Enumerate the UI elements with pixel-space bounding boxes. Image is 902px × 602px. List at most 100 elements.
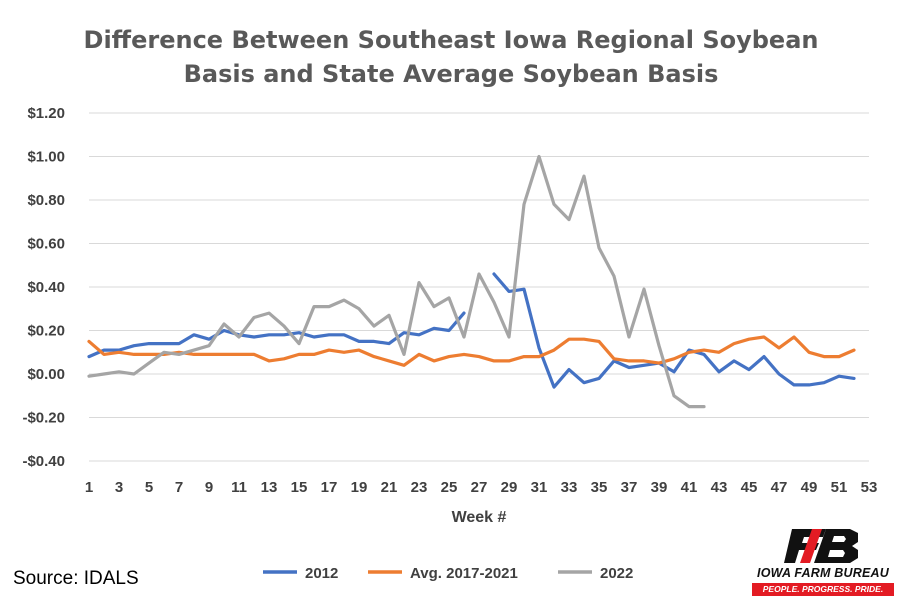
data-point [417, 281, 421, 285]
data-point [267, 333, 271, 337]
legend-item: 2022 [558, 565, 633, 582]
source-note: Source: IDALS [13, 568, 139, 589]
data-point [417, 333, 421, 337]
x-tick-label: 15 [291, 479, 308, 496]
data-point [747, 368, 751, 372]
y-tick-label: $0.20 [27, 323, 65, 340]
data-point [702, 348, 706, 352]
data-point [732, 359, 736, 363]
data-point [777, 372, 781, 376]
data-point [597, 376, 601, 380]
legend-label: 2012 [305, 565, 338, 582]
series-line [87, 335, 856, 367]
data-point [267, 311, 271, 315]
data-point [282, 324, 286, 328]
data-point [342, 298, 346, 302]
data-point [597, 339, 601, 343]
y-tick-label: $0.00 [27, 366, 65, 383]
data-point [432, 326, 436, 330]
data-point [162, 342, 166, 346]
data-point [177, 352, 181, 356]
data-point [312, 335, 316, 339]
data-point [462, 352, 466, 356]
data-point [327, 333, 331, 337]
x-tick-label: 11 [231, 479, 247, 496]
series-2 [87, 154, 706, 409]
data-point [597, 246, 601, 250]
data-point [837, 374, 841, 378]
data-point [132, 372, 136, 376]
data-point [582, 381, 586, 385]
data-point [282, 333, 286, 337]
data-point [117, 350, 121, 354]
data-point [147, 352, 151, 356]
data-point [342, 333, 346, 337]
data-point [522, 355, 526, 359]
x-tick-label: 7 [175, 479, 183, 496]
data-point [192, 348, 196, 352]
data-point [342, 350, 346, 354]
data-point [792, 383, 796, 387]
data-point [567, 337, 571, 341]
data-point [297, 352, 301, 356]
y-axis-tick-labels: -$0.40 -$0.20 $0.00 $0.20 $0.40 $0.60 $0.80 $1.… [22, 105, 65, 470]
y-tick-label: -$0.20 [22, 410, 65, 427]
gridlines [89, 112, 869, 462]
data-point [852, 348, 856, 352]
data-point [762, 335, 766, 339]
data-point [852, 376, 856, 380]
y-tick-label: $1.20 [27, 105, 65, 122]
data-point [477, 355, 481, 359]
x-tick-label: 33 [561, 479, 578, 496]
x-tick-label: 47 [771, 479, 788, 496]
x-tick-label: 17 [321, 479, 338, 496]
data-point [732, 342, 736, 346]
data-point [702, 352, 706, 356]
data-point [552, 348, 556, 352]
data-point [102, 352, 106, 356]
data-point [627, 359, 631, 363]
chart-title-line-2: Basis and State Average Soybean Basis [184, 60, 719, 88]
x-tick-label: 43 [711, 479, 728, 496]
data-point [792, 335, 796, 339]
x-tick-label: 21 [381, 479, 398, 496]
x-tick-label: 3 [115, 479, 123, 496]
data-point [507, 335, 511, 339]
data-point [762, 355, 766, 359]
data-point [717, 370, 721, 374]
data-point [747, 337, 751, 341]
data-point [672, 357, 676, 361]
x-tick-label: 35 [591, 479, 608, 496]
iowa-farm-bureau-logo: IOWA FARM BUREAU PEOPLE. PROGRESS. PRIDE… [748, 526, 898, 598]
x-tick-label: 13 [261, 479, 278, 496]
legend-item: Avg. 2017-2021 [368, 565, 518, 582]
data-point [462, 335, 466, 339]
data-point [417, 352, 421, 356]
data-point [477, 272, 481, 276]
data-point [147, 361, 151, 365]
x-tick-label: 9 [205, 479, 213, 496]
data-point [447, 296, 451, 300]
data-point [102, 372, 106, 376]
x-tick-label: 25 [441, 479, 458, 496]
data-point [372, 355, 376, 359]
data-point [642, 287, 646, 291]
data-point [162, 350, 166, 354]
x-tick-label: 45 [741, 479, 758, 496]
data-point [327, 305, 331, 309]
data-point [552, 385, 556, 389]
data-point [657, 361, 661, 365]
y-tick-label: $0.40 [27, 279, 65, 296]
x-tick-label: 19 [351, 479, 368, 496]
data-point [567, 368, 571, 372]
data-point [402, 331, 406, 335]
data-point [642, 359, 646, 363]
data-point [357, 307, 361, 311]
data-point [87, 374, 91, 378]
data-point [327, 348, 331, 352]
data-point [402, 352, 406, 356]
chart-title: Difference Between Southeast Iowa Region… [84, 26, 819, 88]
data-point [627, 365, 631, 369]
data-point [237, 335, 241, 339]
